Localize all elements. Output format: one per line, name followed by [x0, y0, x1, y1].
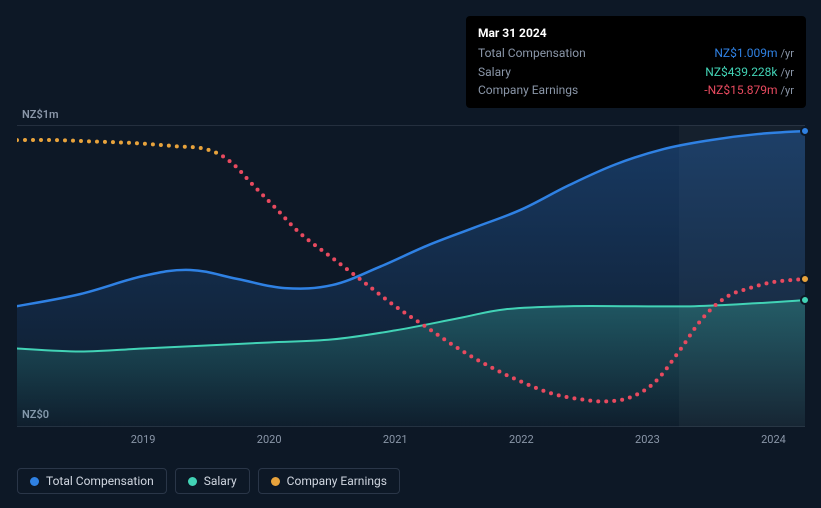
legend-label: Company Earnings [287, 474, 387, 488]
tooltip-row-label: Company Earnings [478, 81, 578, 100]
x-tick-label: 2020 [257, 433, 282, 446]
compensation-chart[interactable] [17, 125, 805, 427]
legend-dot-icon [30, 477, 39, 486]
tooltip-row: Total Compensation NZ$1.009m/yr [478, 44, 794, 63]
tooltip-row-value: NZ$439.228k [705, 65, 777, 79]
legend-dot-icon [188, 477, 197, 486]
legend-item-total-compensation[interactable]: Total Compensation [17, 468, 167, 494]
legend-item-company-earnings[interactable]: Company Earnings [258, 468, 400, 494]
x-tick-label: 2021 [383, 433, 408, 446]
x-tick-label: 2019 [131, 433, 156, 446]
x-tick-label: 2022 [509, 433, 534, 446]
end-marker-salary [800, 295, 810, 305]
chart-tooltip: Mar 31 2024 Total Compensation NZ$1.009m /… [466, 16, 806, 108]
tooltip-row-value: NZ$1.009m [714, 46, 777, 60]
tooltip-row-label: Salary [478, 63, 511, 82]
x-tick-label: 2024 [761, 433, 786, 446]
tooltip-row-label: Total Compensation [478, 44, 586, 63]
legend-item-salary[interactable]: Salary [175, 468, 250, 494]
tooltip-row-unit: /yr [781, 66, 794, 79]
legend-dot-icon [271, 477, 280, 486]
tooltip-row-unit: /yr [781, 47, 794, 60]
tooltip-row-unit: /yr [781, 84, 794, 97]
tooltip-row-value: -NZ$15.879m [704, 83, 777, 97]
tooltip-row: Salary NZ$439.228k/yr [478, 63, 794, 82]
tooltip-row: Company Earnings -NZ$15.879m/yr [478, 81, 794, 100]
chart-legend: Total Compensation Salary Company Earnings [17, 468, 400, 494]
legend-label: Salary [204, 474, 237, 488]
y-axis-max-label: NZ$1m [22, 108, 59, 121]
end-marker-total_compensation [800, 126, 810, 136]
end-marker-company_earnings [800, 274, 810, 284]
x-tick-label: 2023 [635, 433, 660, 446]
legend-label: Total Compensation [46, 474, 154, 488]
tooltip-date: Mar 31 2024 [478, 24, 794, 42]
